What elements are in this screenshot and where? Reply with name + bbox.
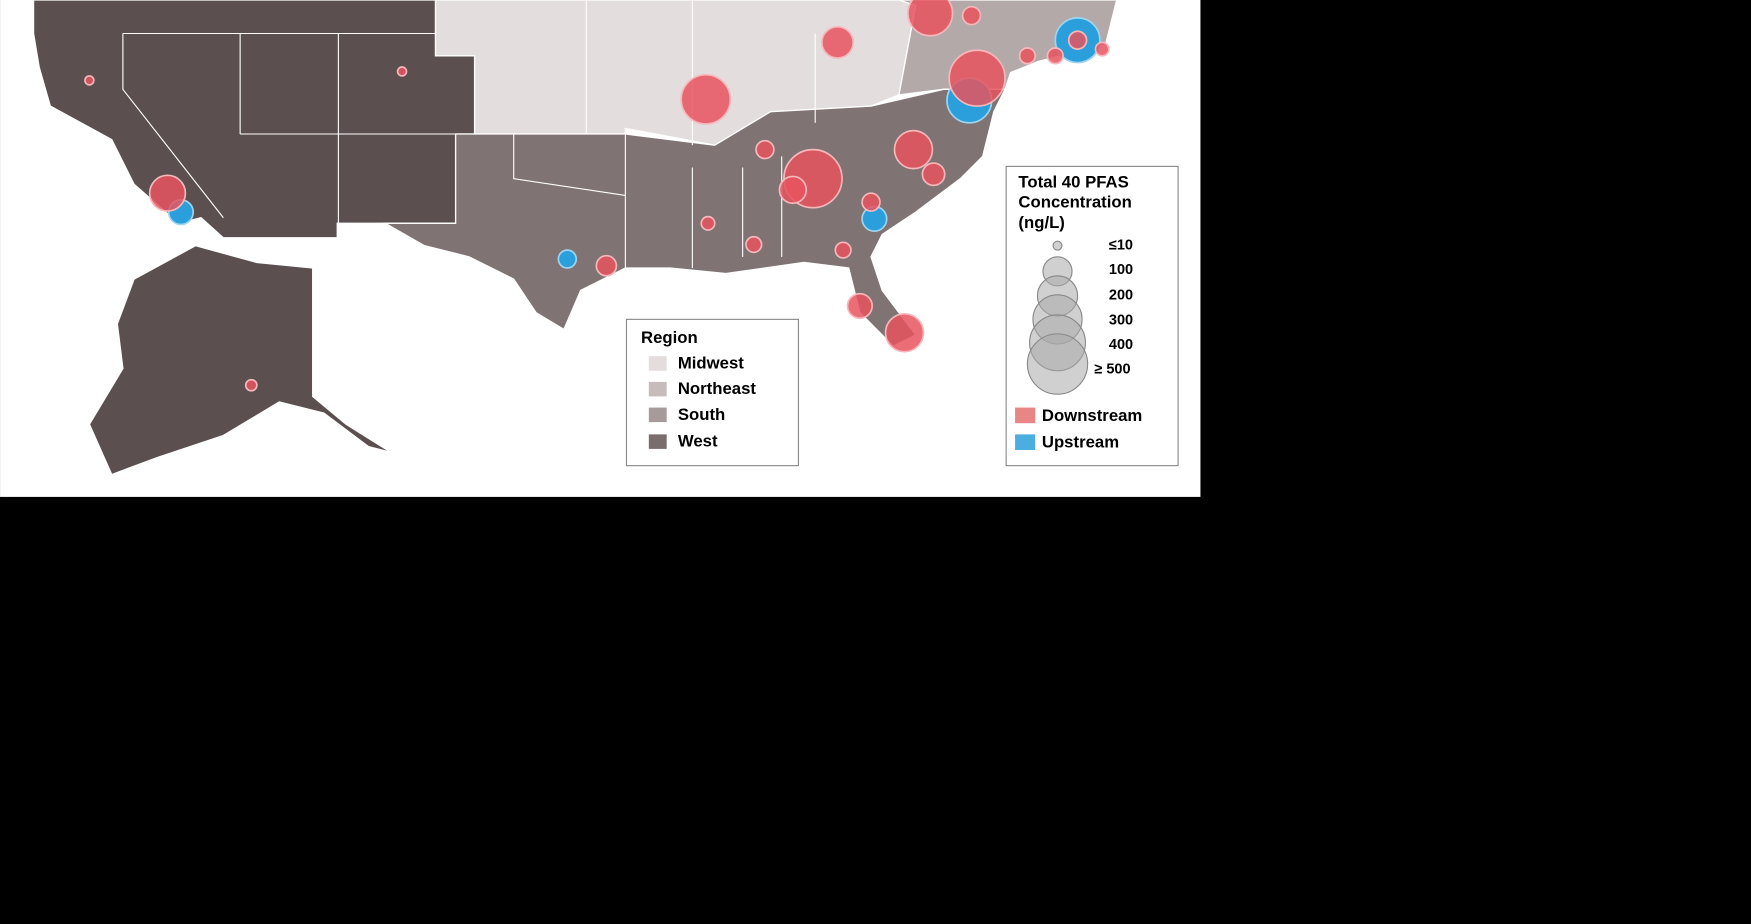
state-borders (122, 0, 816, 268)
legend-swatch (1015, 434, 1036, 451)
legend-label: West (678, 432, 718, 451)
size-label: ≥ 500 (1094, 361, 1130, 377)
legend-label: Northeast (678, 379, 757, 398)
size-label: 200 (1109, 288, 1133, 304)
legend-swatch (648, 407, 667, 423)
legend-swatch (648, 381, 667, 397)
sample-sites (84, 0, 1110, 392)
size-label: 400 (1109, 337, 1133, 353)
legend-title: Total 40 PFAS (1018, 173, 1128, 192)
legend-title: Concentration (1018, 193, 1131, 212)
concentration-legend: Total 40 PFAS Concentration (ng/L) ≤10 1… (1005, 165, 1179, 467)
legend-label: Downstream (1042, 406, 1142, 425)
legend-title: Region (641, 328, 698, 347)
legend-swatch (648, 434, 667, 449)
legend-label: South (678, 405, 725, 424)
legend-label: Midwest (678, 353, 744, 372)
size-label: 100 (1109, 262, 1133, 278)
legend-swatch (648, 356, 667, 371)
legend-title: (ng/L) (1018, 213, 1064, 232)
region-legend: Region Midwest Northeast South West (625, 318, 800, 467)
size-circles (1026, 240, 1089, 395)
size-label: 300 (1109, 312, 1133, 328)
alaska (88, 244, 392, 476)
size-label: ≤10 (1109, 237, 1133, 253)
legend-swatch (1015, 407, 1036, 424)
legend-label: Upstream (1042, 433, 1119, 452)
